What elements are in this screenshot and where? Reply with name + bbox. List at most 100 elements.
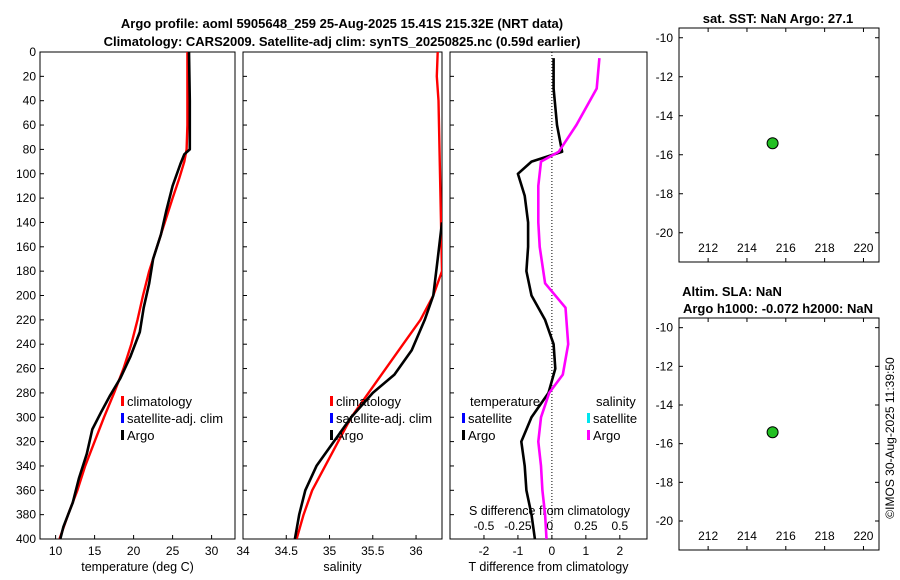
temperature-xtick-label: 10 (49, 544, 63, 558)
temperature-xtick-label: 20 (127, 544, 141, 558)
temperature-legend-2-swatch (121, 430, 124, 440)
salinity-line-climatology (295, 52, 442, 539)
sst_map-xtick-label: 214 (737, 241, 757, 255)
temperature-xlabel: temperature (deg C) (81, 560, 194, 574)
sla_map-ytick-label: -12 (656, 359, 674, 373)
difference-series-group (516, 57, 601, 539)
depth-tick-label: 400 (16, 532, 36, 546)
depth-tick-label: 240 (16, 337, 36, 351)
difference-xtick-top-label: 0.5 (611, 519, 628, 533)
difference-legend-s-satellite-swatch (587, 413, 590, 423)
sst_map-ytick-label: -10 (656, 31, 674, 45)
salinity-xtick-label: 36 (409, 544, 423, 558)
figure-title-line2: Climatology: CARS2009. Satellite-adj cli… (104, 34, 581, 49)
difference-legend-t-satellite-swatch (462, 413, 465, 423)
depth-tick-label: 260 (16, 362, 36, 376)
temperature-xtick-label: 25 (166, 544, 180, 558)
sst_map-ytick-label: -14 (656, 109, 674, 123)
temperature-xtick-label: 15 (88, 544, 102, 558)
depth-tick-label: 140 (16, 215, 36, 229)
sla_map-ytick-label: -16 (656, 437, 674, 451)
depth-tick-label: 360 (16, 483, 36, 497)
difference-xtick-top-label: -0.25 (504, 519, 532, 533)
difference-xtick-top-label: 0 (547, 519, 554, 533)
salinity-xlabel: salinity (323, 560, 362, 574)
difference-xtick-label: -2 (479, 544, 490, 558)
sla_map-ytick-label: -20 (656, 514, 674, 528)
difference-legend-header-salinity: salinity (596, 394, 636, 409)
sla_map-xtick-label: 212 (698, 529, 718, 543)
difference-xtick-top-label: -0.5 (474, 519, 495, 533)
sla_map-xtick-label: 220 (853, 529, 873, 543)
difference-xtick-label: 1 (583, 544, 590, 558)
depth-tick-label: 380 (16, 508, 36, 522)
sst_map-xtick-label: 212 (698, 241, 718, 255)
depth-tick-label: 20 (23, 69, 37, 83)
difference-line-salinity-argo (537, 57, 601, 539)
sst_map-xtick-label: 218 (815, 241, 835, 255)
difference-legend-s-argo-label: Argo (593, 428, 620, 443)
difference-legend-s-argo-swatch (587, 430, 590, 440)
depth-tick-label: 60 (23, 118, 37, 132)
sla_map-argo-location-marker (766, 426, 779, 439)
difference-xlabel-top: S difference from climatology (469, 504, 631, 518)
salinity-frame (242, 51, 443, 540)
sst_map-frame (678, 27, 880, 263)
temperature-frame (39, 51, 236, 540)
difference-legend-t-satellite-label: satellite (468, 411, 512, 426)
difference-xtick-label: 2 (616, 544, 623, 558)
sla_map-frame (678, 317, 880, 551)
sla_map-xtick-label: 216 (776, 529, 796, 543)
figure-title-line1: Argo profile: aoml 5905648_259 25-Aug-20… (121, 16, 563, 31)
depth-tick-label: 220 (16, 313, 36, 327)
sla_map-xtick-label: 214 (737, 529, 757, 543)
salinity-legend-2-label: Argo (336, 428, 363, 443)
difference-xlabel: T difference from climatology (468, 560, 629, 574)
temperature-legend-2-label: Argo (127, 428, 154, 443)
salinity-legend-0-label: climatology (336, 394, 402, 409)
salinity-xtick-label: 35 (323, 544, 337, 558)
temperature-legend-1-label: satellite-adj. clim (127, 411, 223, 426)
temperature-legend-0-swatch (121, 396, 124, 406)
depth-tick-label: 100 (16, 167, 36, 181)
depth-tick-label: 40 (23, 94, 37, 108)
difference-legend-header-temperature: temperature (470, 394, 540, 409)
sla_map-ytick-label: -14 (656, 398, 674, 412)
depth-tick-label: 160 (16, 240, 36, 254)
depth-tick-label: 120 (16, 191, 36, 205)
salinity-legend-2-swatch (330, 430, 333, 440)
depth-tick-label: 80 (23, 142, 37, 156)
salinity-legend-1-swatch (330, 413, 333, 423)
temperature-legend-1-swatch (121, 413, 124, 423)
temperature-xtick-label: 30 (205, 544, 219, 558)
sst_map-xtick-label: 216 (776, 241, 796, 255)
difference-legend-t-argo-label: Argo (468, 428, 495, 443)
salinity-line-argo (293, 222, 442, 539)
depth-tick-label: 300 (16, 410, 36, 424)
temperature-line-climatology (58, 52, 189, 539)
sst_map-ytick-label: -20 (656, 226, 674, 240)
sst-map-title: sat. SST: NaN Argo: 27.1 (703, 11, 854, 26)
difference-legend-t-argo-swatch (462, 430, 465, 440)
sst_map-argo-location-marker (766, 137, 779, 150)
sla_map-ytick-label: -18 (656, 475, 674, 489)
sst_map-ytick-label: -16 (656, 148, 674, 162)
sla_map-xtick-label: 218 (815, 529, 835, 543)
difference-legend-s-satellite-label: satellite (593, 411, 637, 426)
sla-map-title: Altim. SLA: NaN (682, 284, 782, 299)
salinity-series-group (293, 52, 442, 539)
sst_map-ytick-label: -18 (656, 187, 674, 201)
difference-frame (449, 51, 648, 540)
depth-tick-label: 0 (29, 45, 36, 59)
footer-timestamp: ©IMOS 30-Aug-2025 11:39:50 (883, 357, 897, 519)
difference-xtick-label: -1 (513, 544, 524, 558)
difference-xtick-top-label: 0.25 (574, 519, 598, 533)
salinity-xtick-label: 34.5 (275, 544, 299, 558)
difference-xtick-label: 0 (549, 544, 556, 558)
sla_map-ytick-label: -10 (656, 321, 674, 335)
salinity-xtick-label: 34 (236, 544, 250, 558)
salinity-legend-1-label: satellite-adj. clim (336, 411, 432, 426)
salinity-legend-0-swatch (330, 396, 333, 406)
depth-tick-label: 320 (16, 435, 36, 449)
